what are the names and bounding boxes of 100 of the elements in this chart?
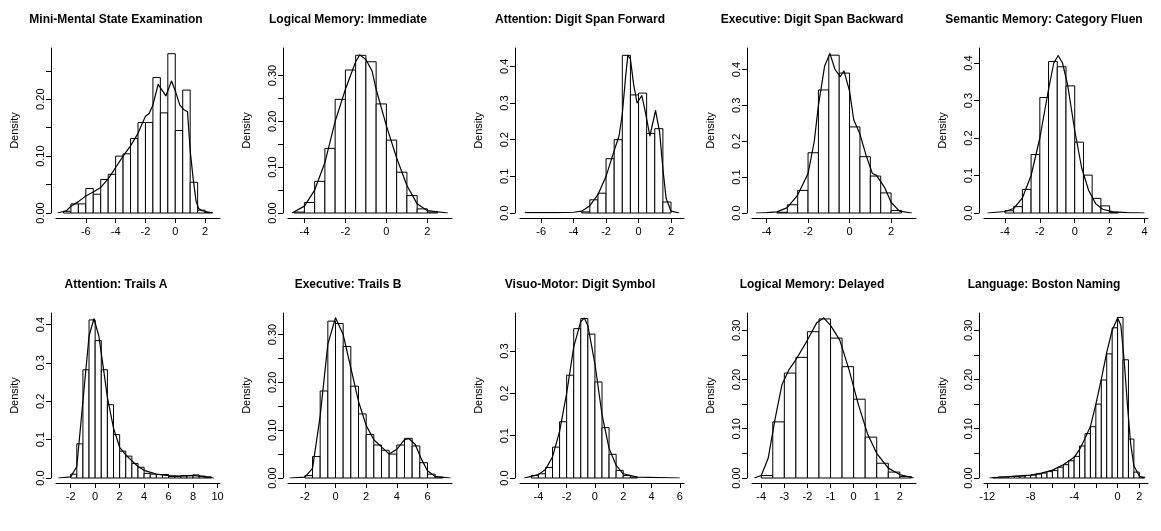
y-tick-label: 0.0 xyxy=(497,470,510,486)
x-tick-label: -2 xyxy=(601,224,611,237)
y-tick-label: 0.30 xyxy=(265,64,278,87)
x-tick-label: 6 xyxy=(424,489,431,502)
chart-title: Mini-Mental State Examination xyxy=(29,12,203,26)
x-tick-label: 2 xyxy=(424,224,431,237)
y-tick-label: 0.30 xyxy=(961,319,974,341)
y-axis-title: Density xyxy=(935,111,948,149)
y-tick-label: 0.00 xyxy=(265,202,278,224)
y-axis-title: Density xyxy=(7,376,20,414)
y-axis-title: Density xyxy=(471,376,484,414)
x-tick-label: 0 xyxy=(591,489,598,502)
chart-title: Language: Boston Naming xyxy=(967,277,1121,291)
y-tick-label: 0.3 xyxy=(497,343,510,359)
y-tick-label: 0.10 xyxy=(729,418,742,440)
x-tick-label: -2 xyxy=(1034,224,1045,237)
chart-title: Logical Memory: Immediate xyxy=(268,12,428,26)
y-tick-label: 0.1 xyxy=(961,167,974,184)
y-tick-label: 0.0 xyxy=(961,205,974,221)
chart-title: Logical Memory: Delayed xyxy=(739,277,885,291)
x-tick-label: -4 xyxy=(568,224,579,237)
y-tick-label: 0.20 xyxy=(265,371,278,394)
y-tick-label: 0.30 xyxy=(265,323,278,346)
y-tick-label: 0.20 xyxy=(729,368,742,391)
y-tick-label: 0.4 xyxy=(729,61,742,78)
x-tick-label: -2 xyxy=(340,224,351,237)
x-tick-label: 4 xyxy=(393,489,400,502)
y-tick-label: 0.20 xyxy=(33,88,46,110)
chart-title: Executive: Digit Span Backward xyxy=(720,12,904,26)
y-tick-label: 0.30 xyxy=(729,319,742,341)
y-tick-label: 0.00 xyxy=(33,202,46,224)
y-tick-label: 0.3 xyxy=(961,92,974,109)
chart-title: Attention: Trails A xyxy=(64,277,168,291)
x-tick-label: 2 xyxy=(888,224,895,237)
x-tick-label: -4 xyxy=(756,489,767,502)
x-tick-label: -4 xyxy=(110,224,121,237)
y-tick-label: 0.3 xyxy=(729,97,742,114)
x-tick-label: -2 xyxy=(802,489,813,502)
x-tick-label: -2 xyxy=(140,224,151,237)
x-tick-label: 10 xyxy=(211,489,224,502)
x-tick-label: 2 xyxy=(202,224,209,237)
x-tick-label: 8 xyxy=(190,489,197,502)
y-tick-label: 0.2 xyxy=(33,393,46,409)
y-tick-label: 0.2 xyxy=(497,385,510,402)
y-axis-title: Density xyxy=(935,376,948,414)
x-tick-label: -12 xyxy=(979,489,996,502)
x-tick-label: 2 xyxy=(896,489,903,502)
x-tick-label: -4 xyxy=(1000,224,1010,237)
y-tick-label: 0.1 xyxy=(497,168,510,184)
x-tick-label: -4 xyxy=(1069,489,1080,502)
y-tick-label: 0.1 xyxy=(33,431,46,448)
x-tick-label: 4 xyxy=(648,489,655,502)
y-tick-label: 0.4 xyxy=(33,316,46,333)
x-tick-label: 0 xyxy=(383,224,390,237)
x-tick-label: 2 xyxy=(363,489,370,502)
chart-title: Semantic Memory: Category Fluen xyxy=(945,12,1143,26)
y-tick-label: 0.00 xyxy=(265,467,278,489)
x-tick-label: -1 xyxy=(825,489,836,502)
x-tick-label: -6 xyxy=(80,224,91,237)
y-tick-label: 0.0 xyxy=(729,205,742,221)
y-tick-label: 0.2 xyxy=(961,130,974,146)
y-tick-label: 0.2 xyxy=(497,132,510,148)
y-tick-label: 0.2 xyxy=(729,133,742,149)
y-axis-title: Density xyxy=(703,376,716,414)
x-tick-label: -2 xyxy=(561,489,572,502)
x-tick-label: -6 xyxy=(536,224,546,237)
x-tick-label: 2 xyxy=(667,224,675,237)
x-tick-label: 2 xyxy=(1106,224,1113,237)
x-tick-label: 0 xyxy=(850,489,857,502)
y-tick-label: 0.20 xyxy=(961,368,974,391)
x-tick-label: 0 xyxy=(92,489,99,502)
y-tick-label: 0.10 xyxy=(33,145,46,167)
x-tick-label: 0 xyxy=(846,224,853,237)
y-tick-label: 0.00 xyxy=(961,467,974,489)
x-tick-label: 4 xyxy=(141,489,148,502)
y-axis-title: Density xyxy=(471,111,484,149)
x-tick-label: -4 xyxy=(533,489,544,502)
y-tick-label: 0.1 xyxy=(729,169,742,185)
x-tick-label: 4 xyxy=(1141,224,1148,237)
x-tick-label: 6 xyxy=(676,489,683,502)
x-tick-label: 6 xyxy=(165,489,172,502)
y-tick-label: 0.3 xyxy=(33,355,46,371)
chart-title: Attention: Digit Span Forward xyxy=(495,12,665,26)
y-axis-title: Density xyxy=(7,111,20,149)
y-tick-label: 0.4 xyxy=(497,58,510,74)
x-tick-label: 0 xyxy=(635,224,642,237)
chart-title: Executive: Trails B xyxy=(294,277,402,291)
x-tick-label: 2 xyxy=(1136,489,1143,502)
x-tick-label: 0 xyxy=(332,489,339,502)
x-tick-label: 2 xyxy=(620,489,627,502)
y-tick-label: 0.10 xyxy=(265,419,278,441)
y-tick-label: 0.1 xyxy=(497,428,510,444)
y-tick-label: 0.4 xyxy=(961,55,974,71)
x-tick-label: 0 xyxy=(172,224,179,237)
y-tick-label: 0.0 xyxy=(33,470,46,486)
y-tick-label: 0.00 xyxy=(729,467,742,489)
y-tick-label: 0.20 xyxy=(265,110,278,133)
y-axis-title: Density xyxy=(239,376,252,414)
x-tick-label: -4 xyxy=(761,224,772,237)
x-tick-label: -2 xyxy=(65,489,76,502)
